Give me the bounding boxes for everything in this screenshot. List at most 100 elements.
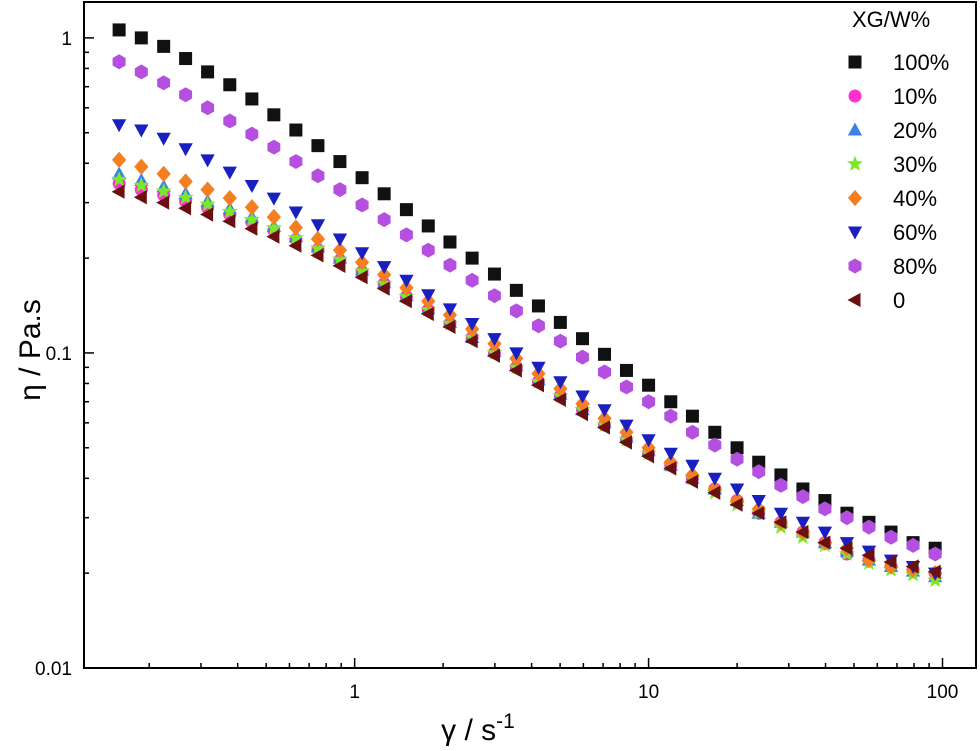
data-point [266,208,281,226]
data-point [354,254,370,271]
data-point [730,441,744,455]
x-axis-title-main: γ / s [441,714,496,747]
data-point [730,451,744,467]
data-point [310,230,326,248]
data-point [156,165,171,183]
data-point [200,207,214,222]
data-point [178,201,192,216]
data-point [265,219,282,235]
data-point [708,437,722,453]
data-point [817,526,833,540]
data-point [641,449,655,464]
x-tick-label: 100 [927,682,959,703]
data-point [707,472,722,486]
data-point [487,333,502,347]
data-point [509,303,523,319]
data-point [642,394,656,410]
data-point [134,124,149,138]
data-point [773,507,789,521]
data-point [619,419,634,433]
data-point [289,154,303,169]
data-point [288,219,303,236]
data-point [664,408,678,424]
data-point [531,378,544,393]
series-2 [112,177,942,580]
data-point [576,349,589,365]
data-point [861,548,875,563]
data-point [795,516,811,530]
data-point [266,229,280,244]
y-tick-label: 0.01 [35,659,72,680]
data-point [442,319,456,334]
data-point [288,206,303,220]
y-axis-title: η / Pa.s [14,299,47,401]
legend-marker [847,292,861,308]
data-point [774,477,788,493]
data-point [508,363,522,378]
data-point [883,554,897,570]
data-point [199,196,216,212]
series-8 [111,184,941,579]
data-point [905,559,919,574]
data-point [332,258,346,273]
legend-label: 20% [893,118,937,143]
data-point [575,390,590,404]
data-point [839,541,853,556]
data-point [201,65,215,79]
data-point [377,266,392,283]
data-point [223,78,237,92]
data-point [333,182,347,198]
legend-label: 100% [893,50,949,75]
data-point [311,168,325,184]
data-point [685,409,699,423]
data-point [201,100,215,116]
data-point [685,466,700,484]
data-point [575,395,590,412]
data-point [598,347,612,361]
legend-marker [848,55,862,69]
legend-marker [847,155,863,171]
data-point [200,181,215,198]
data-point [421,219,435,233]
data-point [222,190,237,207]
data-point [267,108,281,122]
data-point [597,404,612,418]
data-point [487,348,500,363]
data-point [399,227,413,243]
data-point [928,546,942,562]
data-point [532,318,545,334]
y-tick-label: 1 [61,29,72,50]
data-point [133,177,150,193]
legend-marker [848,258,862,274]
data-point [177,189,194,205]
data-point [487,267,501,281]
data-point [420,306,434,322]
x-axis-title-superscript: -1 [496,710,515,733]
data-point [906,537,920,553]
data-point [619,435,632,450]
data-point [311,139,325,153]
data-point [421,289,436,303]
data-point [531,361,546,375]
series-5 [112,151,943,582]
legend-marker [848,89,862,103]
data-point [443,257,457,273]
data-point [266,192,281,206]
data-point [244,199,259,216]
data-point [884,529,898,545]
data-point [243,211,260,227]
y-tick-label: 0.1 [46,344,72,365]
data-point [531,299,545,313]
data-point [332,233,348,247]
data-point [686,424,699,440]
data-point [751,506,765,521]
data-point [597,410,612,427]
data-point [112,54,126,70]
data-point [355,197,369,213]
plot-frame [83,1,977,669]
data-point [222,166,237,180]
data-point [708,425,722,439]
data-point [729,483,745,497]
data-point [223,113,237,129]
data-point [399,203,413,217]
